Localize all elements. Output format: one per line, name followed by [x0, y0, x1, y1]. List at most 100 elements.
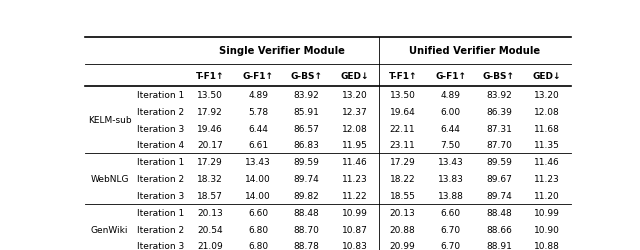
Text: 18.22: 18.22 — [390, 174, 415, 184]
Text: 89.74: 89.74 — [294, 174, 319, 184]
Text: 20.99: 20.99 — [390, 242, 415, 250]
Text: 10.99: 10.99 — [534, 208, 560, 217]
Text: 12.08: 12.08 — [342, 124, 367, 133]
Text: 83.92: 83.92 — [294, 91, 319, 100]
Text: 4.89: 4.89 — [441, 91, 461, 100]
Text: 13.50: 13.50 — [197, 91, 223, 100]
Text: 11.20: 11.20 — [534, 191, 560, 200]
Text: 18.57: 18.57 — [197, 191, 223, 200]
Text: Single Verifier Module: Single Verifier Module — [220, 46, 346, 56]
Text: 13.43: 13.43 — [438, 158, 463, 167]
Text: 17.29: 17.29 — [390, 158, 415, 167]
Text: 85.91: 85.91 — [294, 108, 319, 116]
Text: 13.20: 13.20 — [534, 91, 560, 100]
Text: 6.61: 6.61 — [248, 141, 268, 150]
Text: Iteration 1: Iteration 1 — [136, 208, 184, 217]
Text: 87.31: 87.31 — [486, 124, 512, 133]
Text: WebNLG: WebNLG — [90, 174, 129, 184]
Text: 6.60: 6.60 — [441, 208, 461, 217]
Text: 17.29: 17.29 — [197, 158, 223, 167]
Text: 88.70: 88.70 — [294, 225, 319, 234]
Text: 11.22: 11.22 — [342, 191, 367, 200]
Text: Iteration 3: Iteration 3 — [136, 242, 184, 250]
Text: 19.64: 19.64 — [390, 108, 415, 116]
Text: 6.44: 6.44 — [248, 124, 268, 133]
Text: 13.20: 13.20 — [342, 91, 367, 100]
Text: 23.11: 23.11 — [390, 141, 415, 150]
Text: G-F1↑: G-F1↑ — [243, 71, 274, 80]
Text: 11.23: 11.23 — [534, 174, 560, 184]
Text: 11.46: 11.46 — [342, 158, 367, 167]
Text: 10.99: 10.99 — [342, 208, 367, 217]
Text: 14.00: 14.00 — [245, 191, 271, 200]
Text: 89.74: 89.74 — [486, 191, 512, 200]
Text: Iteration 2: Iteration 2 — [136, 225, 184, 234]
Text: 89.59: 89.59 — [294, 158, 319, 167]
Text: 22.11: 22.11 — [390, 124, 415, 133]
Text: 20.17: 20.17 — [197, 141, 223, 150]
Text: 88.48: 88.48 — [294, 208, 319, 217]
Text: 6.44: 6.44 — [441, 124, 461, 133]
Text: 88.48: 88.48 — [486, 208, 512, 217]
Text: Iteration 3: Iteration 3 — [136, 191, 184, 200]
Text: 6.80: 6.80 — [248, 242, 268, 250]
Text: 12.37: 12.37 — [342, 108, 367, 116]
Text: 86.57: 86.57 — [294, 124, 319, 133]
Text: G-F1↑: G-F1↑ — [435, 71, 467, 80]
Text: T-F1↑: T-F1↑ — [388, 71, 417, 80]
Text: T-F1↑: T-F1↑ — [196, 71, 225, 80]
Text: 86.39: 86.39 — [486, 108, 512, 116]
Text: G-BS↑: G-BS↑ — [291, 71, 323, 80]
Text: Iteration 2: Iteration 2 — [136, 108, 184, 116]
Text: 4.89: 4.89 — [248, 91, 268, 100]
Text: 88.91: 88.91 — [486, 242, 512, 250]
Text: 10.83: 10.83 — [342, 242, 367, 250]
Text: 12.08: 12.08 — [534, 108, 560, 116]
Text: 7.50: 7.50 — [441, 141, 461, 150]
Text: Iteration 2: Iteration 2 — [136, 174, 184, 184]
Text: Unified Verifier Module: Unified Verifier Module — [409, 46, 540, 56]
Text: Iteration 1: Iteration 1 — [136, 158, 184, 167]
Text: 14.00: 14.00 — [245, 174, 271, 184]
Text: 6.00: 6.00 — [441, 108, 461, 116]
Text: 18.55: 18.55 — [390, 191, 415, 200]
Text: GED↓: GED↓ — [340, 71, 369, 80]
Text: 88.66: 88.66 — [486, 225, 512, 234]
Text: 89.67: 89.67 — [486, 174, 512, 184]
Text: 13.43: 13.43 — [245, 158, 271, 167]
Text: 86.83: 86.83 — [294, 141, 319, 150]
Text: GED↓: GED↓ — [532, 71, 561, 80]
Text: 89.82: 89.82 — [294, 191, 319, 200]
Text: 6.60: 6.60 — [248, 208, 268, 217]
Text: 87.70: 87.70 — [486, 141, 512, 150]
Text: 13.83: 13.83 — [438, 174, 464, 184]
Text: 21.09: 21.09 — [197, 242, 223, 250]
Text: 20.54: 20.54 — [197, 225, 223, 234]
Text: 11.23: 11.23 — [342, 174, 367, 184]
Text: 17.92: 17.92 — [197, 108, 223, 116]
Text: 88.78: 88.78 — [294, 242, 319, 250]
Text: 83.92: 83.92 — [486, 91, 512, 100]
Text: 10.87: 10.87 — [342, 225, 367, 234]
Text: 6.70: 6.70 — [441, 225, 461, 234]
Text: G-BS↑: G-BS↑ — [483, 71, 515, 80]
Text: KELM-sub: KELM-sub — [88, 116, 131, 125]
Text: 20.88: 20.88 — [390, 225, 415, 234]
Text: 5.78: 5.78 — [248, 108, 268, 116]
Text: 11.35: 11.35 — [534, 141, 560, 150]
Text: Iteration 1: Iteration 1 — [136, 91, 184, 100]
Text: 10.88: 10.88 — [534, 242, 560, 250]
Text: 6.70: 6.70 — [441, 242, 461, 250]
Text: 13.50: 13.50 — [390, 91, 415, 100]
Text: 6.80: 6.80 — [248, 225, 268, 234]
Text: 13.88: 13.88 — [438, 191, 464, 200]
Text: 20.13: 20.13 — [197, 208, 223, 217]
Text: Iteration 4: Iteration 4 — [136, 141, 184, 150]
Text: 20.13: 20.13 — [390, 208, 415, 217]
Text: 11.46: 11.46 — [534, 158, 560, 167]
Text: 11.95: 11.95 — [342, 141, 367, 150]
Text: GenWiki: GenWiki — [91, 225, 128, 234]
Text: 10.90: 10.90 — [534, 225, 560, 234]
Text: Iteration 3: Iteration 3 — [136, 124, 184, 133]
Text: 11.68: 11.68 — [534, 124, 560, 133]
